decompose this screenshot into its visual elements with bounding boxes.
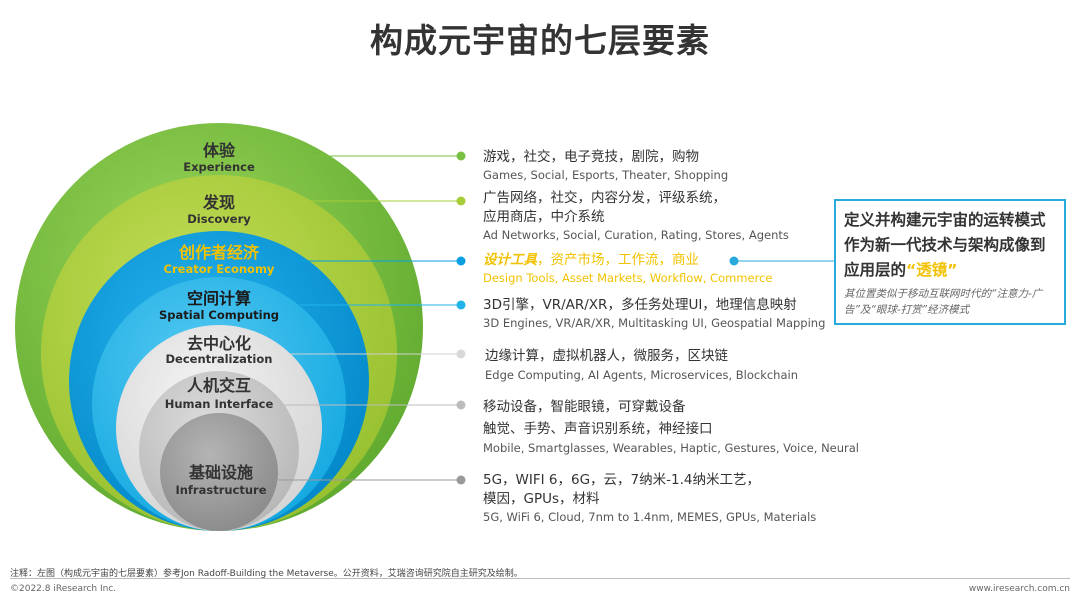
site-url: www.iresearch.com.cn — [968, 584, 1070, 594]
desc-creator-economy-en: Design Tools, Asset Markets, Workflow, C… — [483, 271, 773, 285]
desc-infrastructure: 5G，WIFI 6，6G，云，7纳米-1.4纳米工艺， 模因，GPUs，材料 5… — [483, 471, 843, 525]
desc-human-interface-cn-2: 触觉、手势、声音识别系统，神经接口 — [483, 421, 713, 437]
layer-sublabel-spatial-computing: Spatial Computing — [159, 308, 279, 322]
desc-spatial-computing: 3D引擎，VR/AR/XR，多任务处理UI，地理信息映射 3D Engines,… — [483, 296, 843, 331]
desc-creator-economy: 设计工具，资产市场，工作流，商业 Design Tools, Asset Mar… — [483, 251, 843, 286]
desc-decentralization-en: Edge Computing, AI Agents, Microservices… — [485, 368, 799, 382]
desc-infrastructure-cn-2: 模因，GPUs，材料 — [483, 491, 600, 507]
layer-circle-infrastructure — [160, 413, 278, 531]
layer-label-human-interface: 人机交互 — [187, 376, 251, 395]
layer-label-infrastructure: 基础设施 — [188, 463, 253, 482]
footnote: 注释：左图（构成元宇宙的七层要素）参考Jon Radoff-Building t… — [10, 569, 523, 579]
desc-spatial-computing-cn: 3D引擎，VR/AR/XR，多任务处理UI，地理信息映射 — [483, 297, 797, 313]
desc-discovery-cn-2: 应用商店，中介系统 — [483, 209, 605, 225]
layer-sublabel-experience: Experience — [183, 160, 255, 174]
callout-lens-quote: “透镜” — [906, 261, 958, 279]
callout-line-2: 作为新一代技术与架构成像到 — [844, 236, 1046, 254]
layer-sublabel-decentralization: Decentralization — [166, 352, 273, 366]
footer-divider — [10, 578, 1070, 579]
callout-line-3-prefix: 应用层的 — [844, 261, 907, 279]
desc-human-interface-en: Mobile, Smartglasses, Wearables, Haptic,… — [483, 441, 860, 455]
connectors — [275, 151, 834, 485]
connector-dot-discovery — [456, 196, 466, 206]
layer-sublabel-human-interface: Human Interface — [165, 397, 274, 411]
copyright: ©2022.8 iResearch Inc. — [10, 584, 117, 594]
layer-label-experience: 体验 — [203, 141, 236, 160]
desc-creator-economy-cn: 设计工具，资产市场，工作流，商业 — [483, 251, 843, 270]
connector-dot-callout — [729, 256, 739, 266]
layer-sublabel-discovery: Discovery — [187, 212, 251, 226]
layer-label-creator-economy: 创作者经济 — [178, 243, 260, 262]
layer-label-decentralization: 去中心化 — [187, 334, 251, 353]
connector-dot-spatial-computing — [456, 300, 466, 310]
layer-sublabel-infrastructure: Infrastructure — [175, 483, 266, 497]
connector-dot-human-interface — [456, 400, 466, 410]
desc-discovery-cn-1: 广告网络，社交，内容分发，评级系统， — [483, 190, 726, 206]
desc-discovery: 广告网络，社交，内容分发，评级系统， 应用商店，中介系统 Ad Networks… — [483, 189, 843, 243]
desc-experience: 游戏，社交，电子竞技，剧院，购物 Games, Social, Esports,… — [483, 148, 843, 183]
layer-label-spatial-computing: 空间计算 — [187, 289, 251, 308]
callout-note: 其位置类似于移动互联网时代的“注意力-广告”及“眼球-打赏”经济模式 — [844, 288, 1043, 316]
layer-sublabel-creator-economy: Creator Economy — [164, 262, 275, 276]
connector-dot-experience — [456, 151, 466, 161]
desc-decentralization-cn: 边缘计算，虚拟机器人，微服务，区块链 — [485, 348, 728, 364]
desc-discovery-en: Ad Networks, Social, Curation, Rating, S… — [483, 228, 789, 242]
desc-spatial-computing-en: 3D Engines, VR/AR/XR, Multitasking UI, G… — [483, 316, 826, 330]
connector-dot-decentralization — [456, 349, 466, 359]
desc-human-interface: 移动设备，智能眼镜，可穿戴设备 触觉、手势、声音识别系统，神经接口 Mobile… — [483, 398, 860, 456]
callout-line-3: 应用层的“透镜” — [844, 258, 1056, 283]
desc-creator-economy-rest: ，资产市场，工作流，商业 — [537, 252, 699, 268]
callout-line-1: 定义并构建元宇宙的运转模式 — [844, 211, 1046, 229]
desc-decentralization: 边缘计算，虚拟机器人，微服务，区块链 Edge Computing, AI Ag… — [483, 347, 843, 383]
desc-human-interface-cn-1: 移动设备，智能眼镜，可穿戴设备 — [483, 399, 686, 415]
connector-dot-infrastructure — [456, 475, 466, 485]
layer-label-discovery: 发现 — [202, 193, 235, 212]
connector-dot-creator-economy — [456, 256, 466, 266]
desc-infrastructure-cn-1: 5G，WIFI 6，6G，云，7纳米-1.4纳米工艺， — [483, 472, 760, 488]
desc-creator-economy-em: 设计工具 — [483, 252, 537, 268]
page-title: 构成元宇宙的七层要素 — [370, 22, 710, 59]
callout-box: 定义并构建元宇宙的运转模式 作为新一代技术与架构成像到 应用层的“透镜” 其位置… — [834, 199, 1066, 325]
desc-experience-cn: 游戏，社交，电子竞技，剧院，购物 — [483, 149, 699, 165]
desc-experience-en: Games, Social, Esports, Theater, Shoppin… — [483, 168, 729, 182]
desc-infrastructure-en: 5G, WiFi 6, Cloud, 7nm to 1.4nm, MEMES, … — [483, 510, 817, 524]
